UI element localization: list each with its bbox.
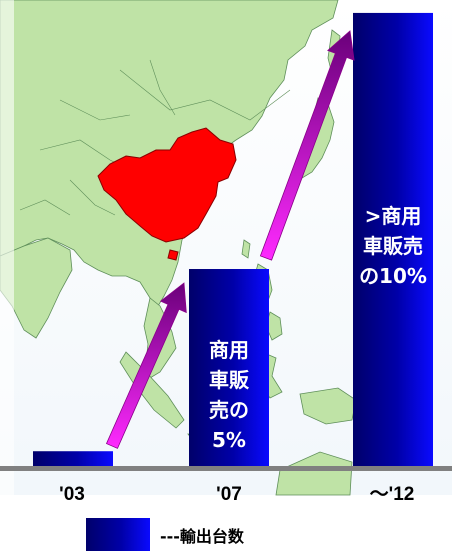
x-tick-label-3: ～'12 (370, 484, 415, 505)
bar-1 (33, 451, 113, 466)
sumatra-island (119, 351, 185, 429)
left-fade-strip (0, 0, 14, 495)
bar-2-label-line-2: 車販 (209, 368, 250, 392)
bars-layer (33, 12, 433, 466)
bar-3 (353, 12, 433, 466)
bar-2-label-line-1: 商用 (209, 338, 249, 362)
x-tick-label-1: '03 (59, 484, 85, 505)
growth-arrows (105, 30, 355, 449)
growth-arrow-1 (105, 282, 187, 449)
x-tick-label-2: '07 (216, 484, 242, 505)
bar-2 (189, 269, 269, 466)
china-highlight (97, 127, 237, 243)
taiwan-island (241, 239, 251, 259)
legend: ---輸出台数 (86, 518, 245, 551)
bar-3-label-line-1: >商用 (365, 204, 422, 228)
hainan-highlight (167, 249, 179, 261)
bar-2-label-line-4: 5% (212, 428, 246, 452)
bar-2-label-line-3: 売の (209, 398, 249, 422)
australia-coast (275, 451, 353, 496)
bar-3-label-line-3: の10% (359, 264, 427, 288)
bar-3-label-line-2: 車販売 (363, 234, 423, 258)
x-axis-baseline (0, 466, 452, 471)
new-guinea-island (299, 387, 357, 425)
x-axis-ticks: '03 '07 ～'12 (59, 484, 414, 505)
legend-swatch (86, 518, 150, 551)
legend-label: ---輸出台数 (160, 527, 245, 546)
growth-arrow-2 (259, 30, 355, 261)
country-borders (19, 59, 291, 216)
